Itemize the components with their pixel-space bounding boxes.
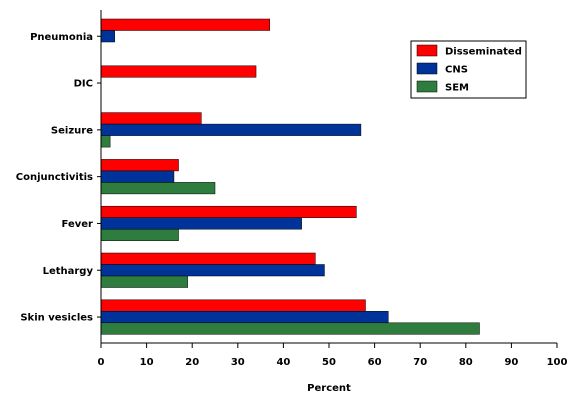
bar-skin-vesicles-cns <box>100 311 389 324</box>
legend-swatch-cns <box>416 62 438 75</box>
x-tick-label: 90 <box>504 357 518 368</box>
x-tick-label: 0 <box>98 357 105 368</box>
bar-seizure-disseminated <box>100 112 202 125</box>
bar-seizure-sem <box>100 135 111 148</box>
bar-lethargy-sem <box>100 275 188 288</box>
legend-swatch-disseminated <box>416 44 438 57</box>
x-axis-title: Percent <box>307 383 351 394</box>
bars-group <box>100 18 480 335</box>
bar-pneumonia-cns <box>100 30 115 43</box>
bar-seizure-cns <box>100 123 362 136</box>
x-tick-label: 100 <box>547 357 568 368</box>
bar-skin-vesicles-sem <box>100 322 480 335</box>
bar-fever-disseminated <box>100 205 357 218</box>
legend-label-sem: SEM <box>445 83 469 94</box>
category-label: Seizure <box>51 125 93 136</box>
x-tick-label: 40 <box>276 357 290 368</box>
x-tick-label: 10 <box>140 357 154 368</box>
x-tick-label: 60 <box>368 357 382 368</box>
bar-pneumonia-disseminated <box>100 18 270 31</box>
bar-fever-sem <box>100 228 179 241</box>
category-label: Skin vesicles <box>20 313 93 324</box>
x-tick-label: 80 <box>459 357 473 368</box>
bar-conjunctivitis-disseminated <box>100 159 179 172</box>
bar-fever-cns <box>100 217 302 230</box>
category-labels: Pneumonia DIC Seizure Conjunctivitis Fever Le… <box>16 32 101 324</box>
x-tick-label: 30 <box>231 357 245 368</box>
bar-dic-disseminated <box>100 65 257 78</box>
x-tick-label: 50 <box>322 357 336 368</box>
category-label: Pneumonia <box>30 32 93 43</box>
bar-conjunctivitis-cns <box>100 170 175 183</box>
legend: Disseminated CNS SEM <box>410 40 527 99</box>
category-label: Fever <box>62 219 94 230</box>
bar-skin-vesicles-disseminated <box>100 299 366 312</box>
legend-swatch-sem <box>416 80 438 93</box>
bar-lethargy-disseminated <box>100 252 316 265</box>
bar-conjunctivitis-sem <box>100 182 216 195</box>
x-ticks: 0 10 20 30 40 50 60 70 80 90 100 <box>98 343 568 368</box>
legend-label-cns: CNS <box>445 65 468 76</box>
x-tick-label: 70 <box>413 357 427 368</box>
category-label: Lethargy <box>43 266 94 277</box>
bar-lethargy-cns <box>100 264 325 277</box>
legend-label-disseminated: Disseminated <box>445 47 522 58</box>
category-label: DIC <box>74 79 93 90</box>
x-tick-label: 20 <box>185 357 199 368</box>
category-label: Conjunctivitis <box>16 172 93 183</box>
